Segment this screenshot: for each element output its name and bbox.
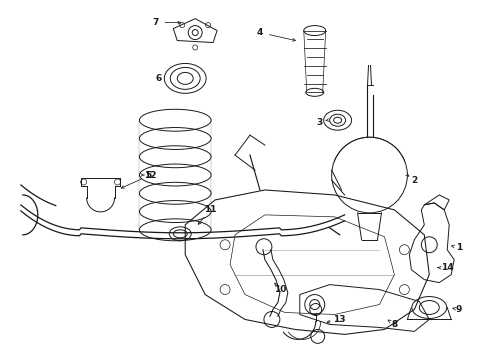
Text: 4: 4 xyxy=(257,28,263,37)
Text: 13: 13 xyxy=(333,315,346,324)
Text: 10: 10 xyxy=(274,285,286,294)
Text: 7: 7 xyxy=(152,18,159,27)
Text: 8: 8 xyxy=(392,320,397,329)
Text: 1: 1 xyxy=(456,243,462,252)
Text: 3: 3 xyxy=(317,118,323,127)
Text: 5: 5 xyxy=(145,171,151,180)
Text: 14: 14 xyxy=(441,263,454,272)
Text: 9: 9 xyxy=(456,305,463,314)
Text: 2: 2 xyxy=(411,176,417,185)
Text: 6: 6 xyxy=(155,74,162,83)
Text: 11: 11 xyxy=(204,206,217,215)
Text: 12: 12 xyxy=(144,171,157,180)
